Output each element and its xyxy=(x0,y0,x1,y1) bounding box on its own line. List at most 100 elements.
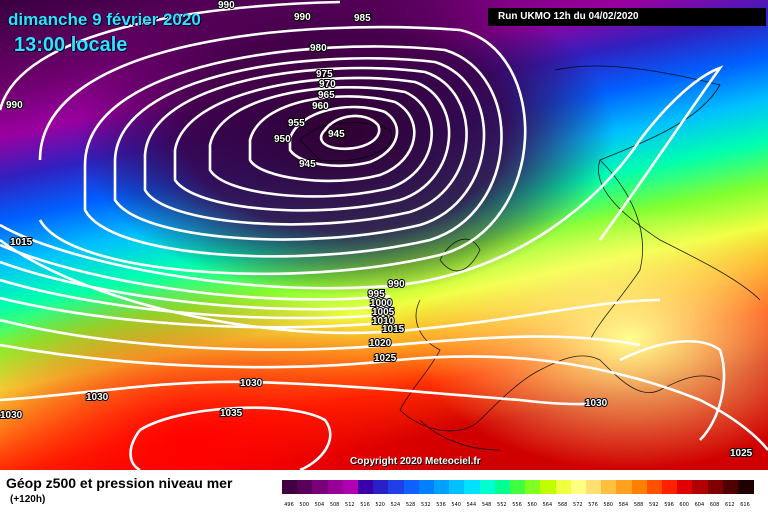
scale-swatch xyxy=(434,480,450,494)
scale-label: 500 xyxy=(299,502,309,508)
scale-label: 576 xyxy=(588,502,598,508)
model-run-info: Run UKMO 12h du 04/02/2020 xyxy=(488,8,766,26)
isobar-labels: 990 990 985 980 975 970 965 960 955 950 … xyxy=(0,0,754,460)
isobar-995 xyxy=(0,243,391,301)
isobar-label: 975 xyxy=(316,69,333,80)
scale-label: 572 xyxy=(573,502,583,508)
scale-label: 612 xyxy=(725,502,735,508)
isobar-label: 960 xyxy=(312,101,329,112)
scale-swatch xyxy=(358,480,374,494)
scale-label: 564 xyxy=(542,502,553,508)
isobar-945-inner xyxy=(319,114,381,151)
scale-swatch xyxy=(510,480,526,494)
scale-label: 596 xyxy=(664,502,674,508)
isobar-1000 xyxy=(0,260,393,311)
isobar-label: 1005 xyxy=(372,307,395,318)
isobar-label: 1000 xyxy=(370,298,393,309)
scale-label: 548 xyxy=(481,502,492,508)
isobar-label: 990 xyxy=(218,0,235,11)
isobar-950 xyxy=(288,105,399,168)
isobar-label: 950 xyxy=(274,134,291,145)
isobar-label: 1030 xyxy=(240,378,263,389)
scale-swatch xyxy=(738,480,754,494)
isobar-lines xyxy=(0,0,768,470)
scale-label: 508 xyxy=(329,502,340,508)
isobar-1015 xyxy=(0,238,661,335)
scale-swatch xyxy=(540,480,557,494)
copyright-notice: Copyright 2020 Meteociel.fr xyxy=(350,456,481,467)
isobar-990-north xyxy=(0,0,341,111)
isobar-label: 1030 xyxy=(585,398,608,409)
scale-label: 588 xyxy=(633,502,644,508)
isobar-label: 945 xyxy=(328,129,345,140)
isobar-1030 xyxy=(0,380,601,406)
scale-label: 524 xyxy=(390,502,401,508)
scale-swatch xyxy=(449,480,466,494)
scale-swatch xyxy=(312,480,329,494)
isobar-975 xyxy=(113,57,486,241)
isobar-label: 945 xyxy=(299,159,316,170)
scale-label: 512 xyxy=(345,502,355,508)
isobar-label: 1035 xyxy=(220,408,243,419)
scale-swatch xyxy=(403,480,420,494)
isobar-label: 990 xyxy=(388,279,405,290)
scale-swatch xyxy=(327,480,344,494)
scale-swatch xyxy=(601,480,618,494)
scale-swatch xyxy=(707,480,724,494)
isobar-label: 995 xyxy=(368,289,385,300)
isobar-1010 xyxy=(0,296,395,329)
isobar-980 xyxy=(83,45,503,258)
scale-label: 504 xyxy=(314,502,325,508)
scale-label: 556 xyxy=(512,502,522,508)
isobar-label: 1025 xyxy=(730,448,753,459)
forecast-local-time: 13:00 locale xyxy=(14,34,128,56)
scale-label: 560 xyxy=(527,502,537,508)
scale-swatch xyxy=(631,480,648,494)
isobar-1005 xyxy=(0,278,395,320)
isobar-label: 1025 xyxy=(374,353,397,364)
isobar-label: 1015 xyxy=(382,324,405,335)
isobar-990 xyxy=(0,65,724,290)
forecast-date: dimanche 9 février 2020 xyxy=(8,10,201,29)
scale-swatch xyxy=(662,480,678,494)
geopotential-map: 990 990 985 980 975 970 965 960 955 950 … xyxy=(0,0,768,470)
isobar-1030-east xyxy=(619,340,726,441)
scale-label: 552 xyxy=(497,502,507,508)
scale-label: 496 xyxy=(284,502,294,508)
scale-swatch xyxy=(297,480,314,494)
isobar-label: 970 xyxy=(319,79,336,90)
scale-swatch xyxy=(586,480,602,494)
isobar-955 xyxy=(248,95,416,183)
scale-swatch xyxy=(479,480,496,494)
isobar-1020 xyxy=(0,318,641,351)
scale-swatch xyxy=(464,480,481,494)
map-parameter-title: Géop z500 et pression niveau mer xyxy=(6,475,233,491)
isobar-label: 1030 xyxy=(0,410,23,421)
scale-swatch xyxy=(570,480,587,494)
isobar-label: 1030 xyxy=(86,392,109,403)
scale-label: 516 xyxy=(360,502,370,508)
scale-swatch xyxy=(646,480,663,494)
scale-swatch xyxy=(722,480,739,494)
isobar-label: 980 xyxy=(310,43,327,54)
isobar-985 xyxy=(38,25,527,276)
scale-swatch xyxy=(494,480,511,494)
scale-label: 584 xyxy=(618,502,629,508)
scale-swatch xyxy=(616,480,633,494)
scale-swatch xyxy=(342,480,359,494)
scale-label: 604 xyxy=(694,502,705,508)
coastlines xyxy=(299,65,761,451)
scale-swatch xyxy=(418,480,435,494)
isobar-960 xyxy=(208,86,433,198)
isobar-label: 1020 xyxy=(369,338,392,349)
scale-label: 540 xyxy=(451,502,461,508)
scale-label: 592 xyxy=(649,502,659,508)
scale-label: 544 xyxy=(466,502,477,508)
scale-label: 536 xyxy=(436,502,446,508)
isobar-label: 1015 xyxy=(10,237,33,248)
isobar-label: 965 xyxy=(318,90,335,101)
isobar-1025 xyxy=(0,343,768,451)
isobar-label: 985 xyxy=(354,13,371,24)
scale-label: 580 xyxy=(603,502,613,508)
